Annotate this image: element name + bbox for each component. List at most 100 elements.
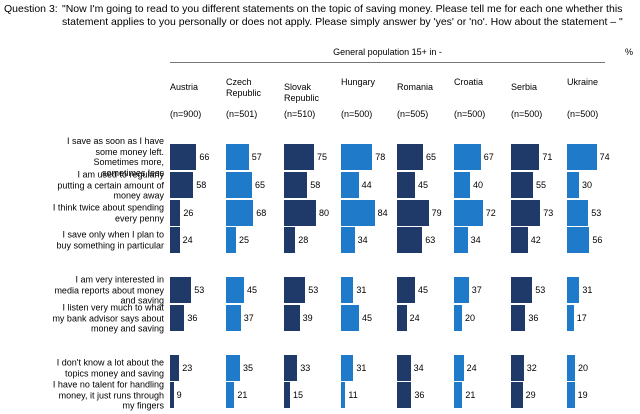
bar [226,355,240,381]
bar [226,144,249,170]
country-label: Hungary [341,77,376,87]
value-label: 68 [256,208,267,218]
bar [397,172,415,198]
bar [341,382,346,408]
bar [284,277,306,303]
value-label: 23 [182,363,193,373]
value-label: 34 [470,235,481,245]
statement-label: I save only when I plan to buy something… [56,229,164,251]
value-label: 24 [466,363,477,373]
chart-title: "Now I'm going to read to you different … [62,3,623,28]
value-label: 31 [582,285,593,295]
statement-label: I am used to regularly putting a certain… [57,169,164,201]
value-label: 40 [473,180,484,190]
bar [567,382,575,408]
bar [397,144,423,170]
bar [170,355,180,381]
value-label: 34 [413,363,424,373]
bar [511,355,524,381]
bar [511,277,533,303]
bar [284,382,290,408]
value-label: 44 [361,180,372,190]
bar [226,305,241,331]
bar [454,305,462,331]
country-label: Romania [397,82,434,92]
bar [341,172,359,198]
bar [170,305,185,331]
unit: % [625,47,634,57]
bar [226,382,235,408]
value-label: 80 [319,208,330,218]
bar [284,172,308,198]
value-label: 53 [308,285,319,295]
bar [284,227,296,253]
value-label: 72 [485,208,496,218]
bar [511,227,528,253]
bar [567,172,579,198]
value-label: 57 [251,152,262,162]
bar [454,227,468,253]
country-label: Croatia [454,77,484,87]
value-label: 21 [465,390,476,400]
value-label: 71 [542,152,553,162]
value-label: 53 [535,285,546,295]
statement-label: I think twice about spending every penny [52,202,164,224]
bar [511,144,540,170]
value-label: 29 [525,390,536,400]
bar [170,382,174,408]
value-label: 15 [293,390,304,400]
bar [397,277,415,303]
bar [511,200,541,226]
value-label: 67 [483,152,494,162]
bar [226,200,254,226]
value-label: 17 [576,313,587,323]
sample-size: (n=900) [170,109,202,119]
value-label: 45 [418,285,429,295]
value-label: 39 [302,313,313,323]
country-label: Austria [170,82,199,92]
bar [284,305,300,331]
bar [567,227,590,253]
statement-label: I save as soon as I have some money left… [66,136,164,178]
bar [567,355,575,381]
statement-label: I listen very much to what my bank advis… [52,302,164,334]
value-label: 20 [465,313,476,323]
bar [454,172,470,198]
bar [284,144,314,170]
bar [511,172,533,198]
subtitle-rule [170,62,605,63]
value-label: 25 [239,235,250,245]
value-label: 9 [176,390,182,400]
sample-size: (n=500) [454,109,486,119]
value-label: 58 [310,180,321,190]
value-label: 73 [543,208,554,218]
value-label: 31 [356,285,367,295]
value-label: 31 [356,363,367,373]
value-label: 24 [409,313,420,323]
country-label: Ukraine [567,77,599,87]
bar [567,200,589,226]
bar [454,277,469,303]
value-label: 32 [526,363,537,373]
value-label: 42 [530,235,541,245]
bar [511,305,526,331]
bar [341,355,354,381]
value-label: 19 [577,390,588,400]
value-label: 58 [196,180,207,190]
bar [226,277,244,303]
bar [397,382,412,408]
bar [397,355,411,381]
bar [511,382,523,408]
bar [170,200,181,226]
bar [454,355,464,381]
value-label: 26 [183,208,194,218]
statement-label: I am very interested in media reports ab… [54,274,164,306]
value-label: 79 [431,208,442,218]
bar [341,144,373,170]
bar [170,277,192,303]
bar [170,172,194,198]
value-label: 21 [237,390,248,400]
value-label: 45 [247,285,258,295]
value-label: 45 [418,180,429,190]
